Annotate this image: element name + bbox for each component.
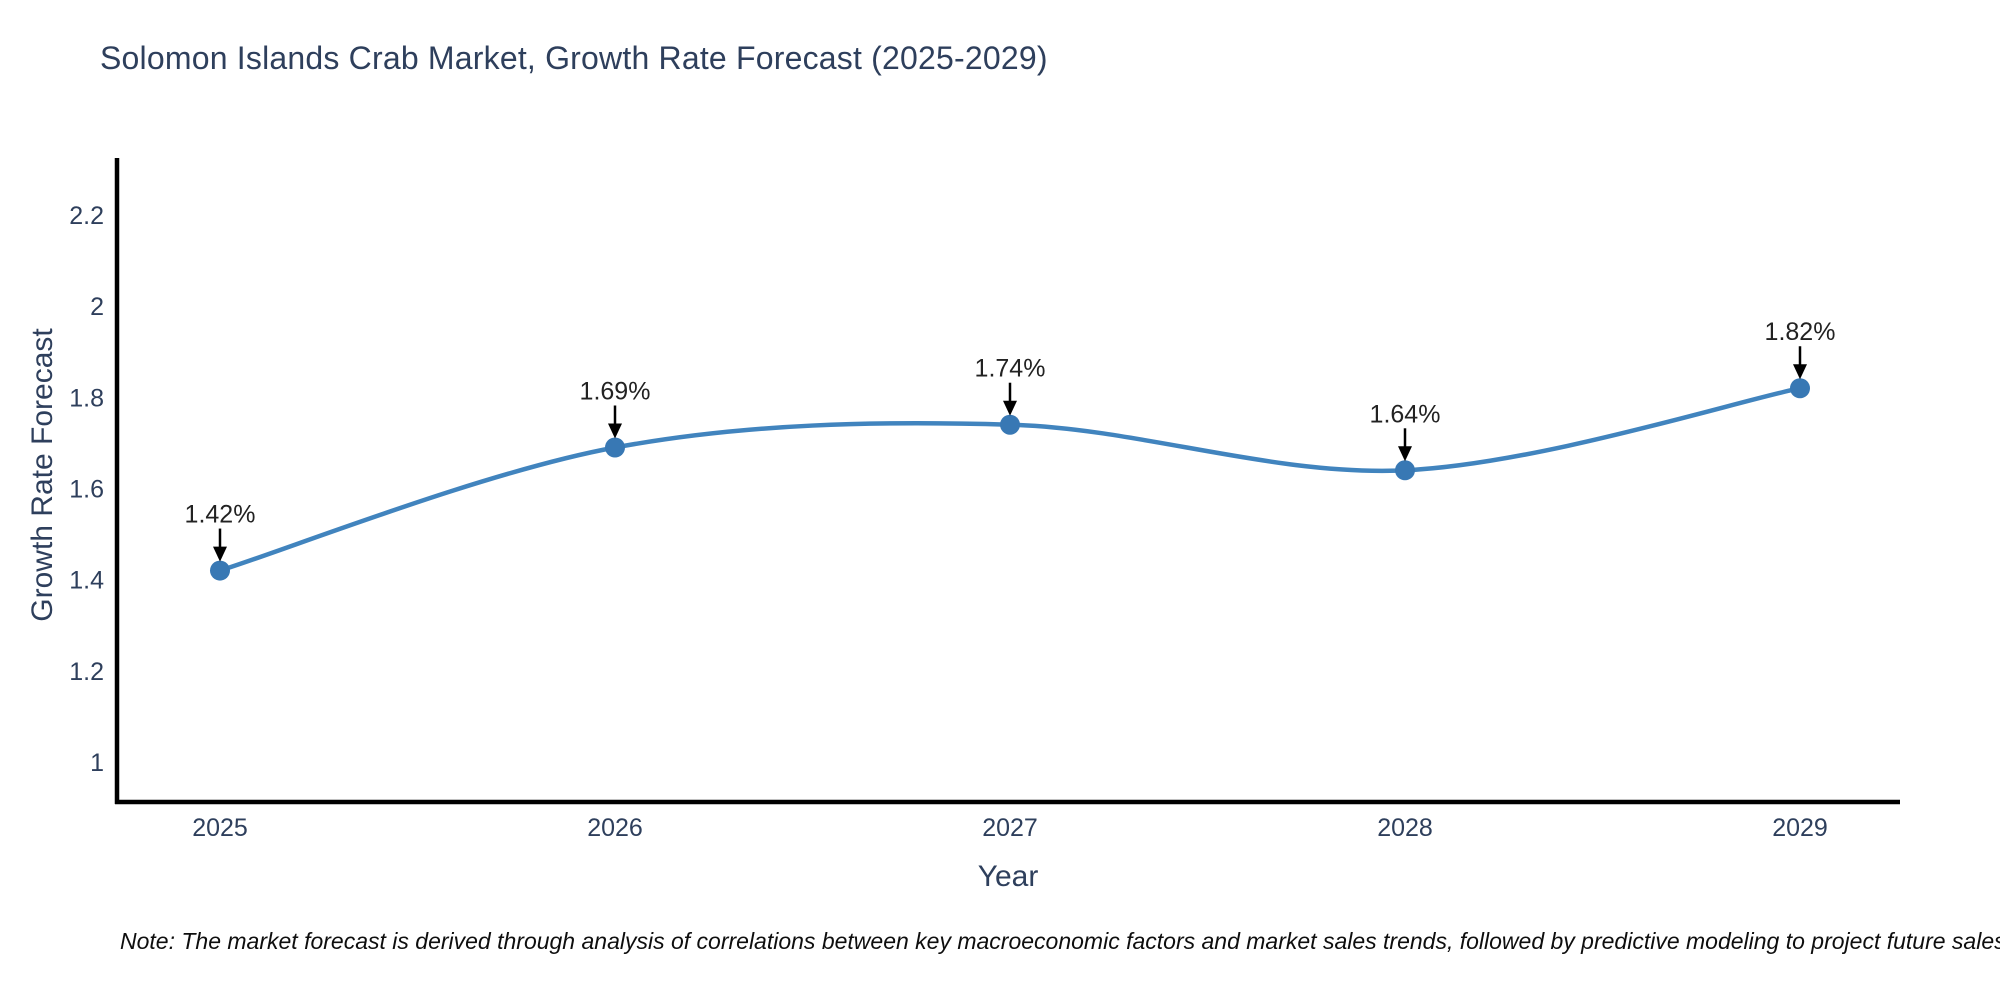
data-point-label: 1.69% [580,377,651,405]
annotation-arrow-head [1003,400,1017,416]
annotation-arrow-head [1398,446,1412,462]
annotation-arrow-head [608,423,622,439]
y-axis-title: Growth Rate Forecast [26,328,59,622]
data-point-label: 1.82% [1765,318,1836,346]
annotation-arrow-head [1793,364,1807,380]
data-point-marker [1000,414,1020,435]
y-tick-label: 2.2 [69,202,104,230]
data-point-marker [1395,460,1415,481]
x-axis-title: Year [977,860,1039,893]
y-tick-label: 1.4 [69,567,104,595]
x-tick-label: 2025 [192,814,248,842]
x-tick-label: 2028 [1377,814,1433,842]
y-tick-label: 1.2 [69,658,104,686]
y-tick-label: 1.6 [69,476,104,504]
data-point-marker [1790,378,1810,399]
data-point-marker [210,560,230,581]
y-tick-label: 1 [90,749,104,777]
data-point-label: 1.64% [1370,400,1441,428]
data-point-label: 1.42% [185,501,256,529]
y-tick-label: 1.8 [69,384,104,412]
x-tick-label: 2029 [1772,814,1828,842]
x-tick-label: 2026 [587,814,643,842]
y-tick-label: 2 [90,293,104,321]
data-point-label: 1.74% [975,355,1046,383]
annotation-arrow-head [213,546,227,562]
data-point-marker [605,437,625,458]
chart-title: Solomon Islands Crab Market, Growth Rate… [100,40,1048,76]
x-tick-label: 2027 [982,814,1038,842]
footnote: Note: The market forecast is derived thr… [120,928,2000,954]
